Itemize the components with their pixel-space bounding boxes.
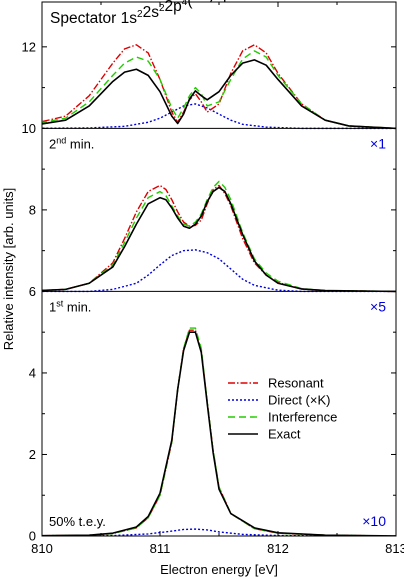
y-axis-label: Relative intensity [arb. units] — [1, 188, 16, 351]
y-tick-label: 6 — [29, 284, 36, 299]
panel-label: 1st min. — [49, 298, 91, 314]
series-line-direct-panel-2 — [42, 249, 396, 293]
y-tick-label: 0 — [29, 529, 36, 544]
scale-factor: ×5 — [370, 298, 386, 314]
plot-area — [42, 44, 396, 536]
series-line-resonant-panel-1 — [42, 44, 396, 130]
scale-factor: ×10 — [362, 513, 386, 529]
x-tick-label: 811 — [150, 541, 171, 556]
chart-title: Spectator 1s22s22p4(1D)3p1 2P — [50, 0, 257, 27]
x-tick-label: 810 — [31, 541, 53, 556]
y-tick-label: 8 — [29, 202, 36, 217]
series-line-direct-panel-3 — [42, 528, 396, 536]
series-line-resonant-panel-3 — [42, 329, 396, 536]
y-tick-label: 12 — [22, 39, 36, 54]
legend-label: Direct (×K) — [268, 393, 330, 408]
legend-label: Interference — [268, 410, 337, 425]
series-line-interference-panel-2 — [42, 180, 396, 293]
axes — [41, 1, 397, 537]
series-line-exact-panel-1 — [42, 59, 396, 130]
series-line-interference-panel-1 — [42, 50, 396, 130]
legend-label: Resonant — [268, 376, 324, 391]
scale-factor: ×1 — [370, 135, 386, 151]
x-axis-label: Electron energy [eV] — [160, 562, 278, 577]
legend-label: Exact — [268, 427, 301, 442]
series-line-exact-panel-3 — [42, 331, 396, 536]
legend: Resonant Direct (×K) Interference Exact — [228, 376, 337, 442]
y-tick-label: 10 — [22, 121, 36, 136]
x-tick-label: 813 — [385, 541, 404, 556]
series-line-exact-panel-2 — [42, 186, 396, 293]
plot-frame — [41, 1, 397, 537]
panel-label: 50% t.e.y. — [49, 514, 106, 529]
panel-label: 2nd min. — [49, 135, 94, 151]
y-tick-label: 4 — [29, 365, 36, 380]
series-line-direct-panel-1 — [42, 103, 396, 130]
series-line-interference-panel-3 — [42, 327, 396, 536]
y-tick-label: 2 — [29, 447, 36, 462]
x-tick-label: 812 — [267, 541, 289, 556]
